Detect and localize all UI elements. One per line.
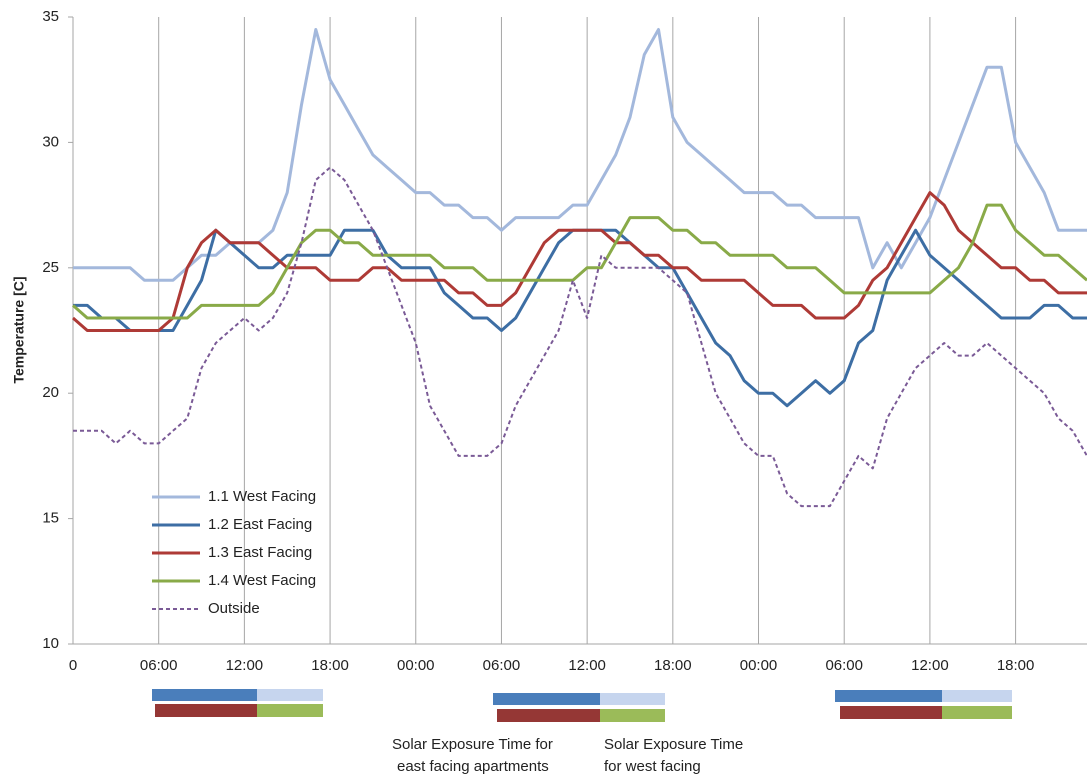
east-exposure [497, 709, 600, 722]
east-exposure [840, 706, 942, 719]
y-tick-label: 15 [42, 510, 59, 527]
exposure-bars [152, 689, 1012, 722]
x-tick-label: 12:00 [226, 657, 264, 674]
x-tick-label: 06:00 [483, 657, 521, 674]
y-tick-label: 25 [42, 259, 59, 276]
east-exposure [152, 689, 257, 701]
x-tick-label: 00:00 [740, 657, 778, 674]
annotation: Solar Exposure Time for [392, 736, 553, 753]
series-line [73, 228, 1087, 408]
annotation: Solar Exposure Time [604, 736, 743, 753]
x-tick-label: 12:00 [911, 657, 949, 674]
x-tick-label: 12:00 [568, 657, 606, 674]
series-line [73, 166, 1087, 508]
series-line [73, 28, 1087, 282]
west-exposure [257, 704, 323, 717]
series-line [72, 191, 1087, 332]
west-exposure [600, 709, 665, 722]
east-exposure [493, 693, 600, 705]
east-exposure [835, 690, 942, 702]
legend-label: Outside [208, 600, 260, 617]
west-exposure [942, 706, 1012, 719]
legend-label: 1.3 East Facing [208, 544, 312, 561]
annotation: east facing apartments [397, 758, 549, 775]
x-tick-label: 00:00 [397, 657, 435, 674]
east-exposure [155, 704, 257, 717]
x-tick-label: 18:00 [311, 657, 349, 674]
east-exposure-tail [257, 689, 323, 701]
east-exposure-tail [942, 690, 1012, 702]
x-tick-label: 18:00 [654, 657, 692, 674]
y-tick-label: 35 [42, 8, 59, 25]
y-tick-label: 20 [42, 384, 59, 401]
east-exposure-tail [600, 693, 665, 705]
x-tick-label: 0 [69, 657, 77, 674]
series-line [72, 203, 1087, 320]
y-tick-label: 10 [42, 635, 59, 652]
y-axis-title: Temperature [C] [11, 276, 27, 383]
annotation: for west facing [604, 758, 701, 775]
legend-label: 1.1 West Facing [208, 488, 316, 505]
x-tick-label: 06:00 [140, 657, 178, 674]
y-tick-label: 30 [42, 133, 59, 150]
legend-label: 1.2 East Facing [208, 516, 312, 533]
legend-label: 1.4 West Facing [208, 572, 316, 589]
x-tick-label: 18:00 [997, 657, 1035, 674]
x-tick-label: 06:00 [825, 657, 863, 674]
